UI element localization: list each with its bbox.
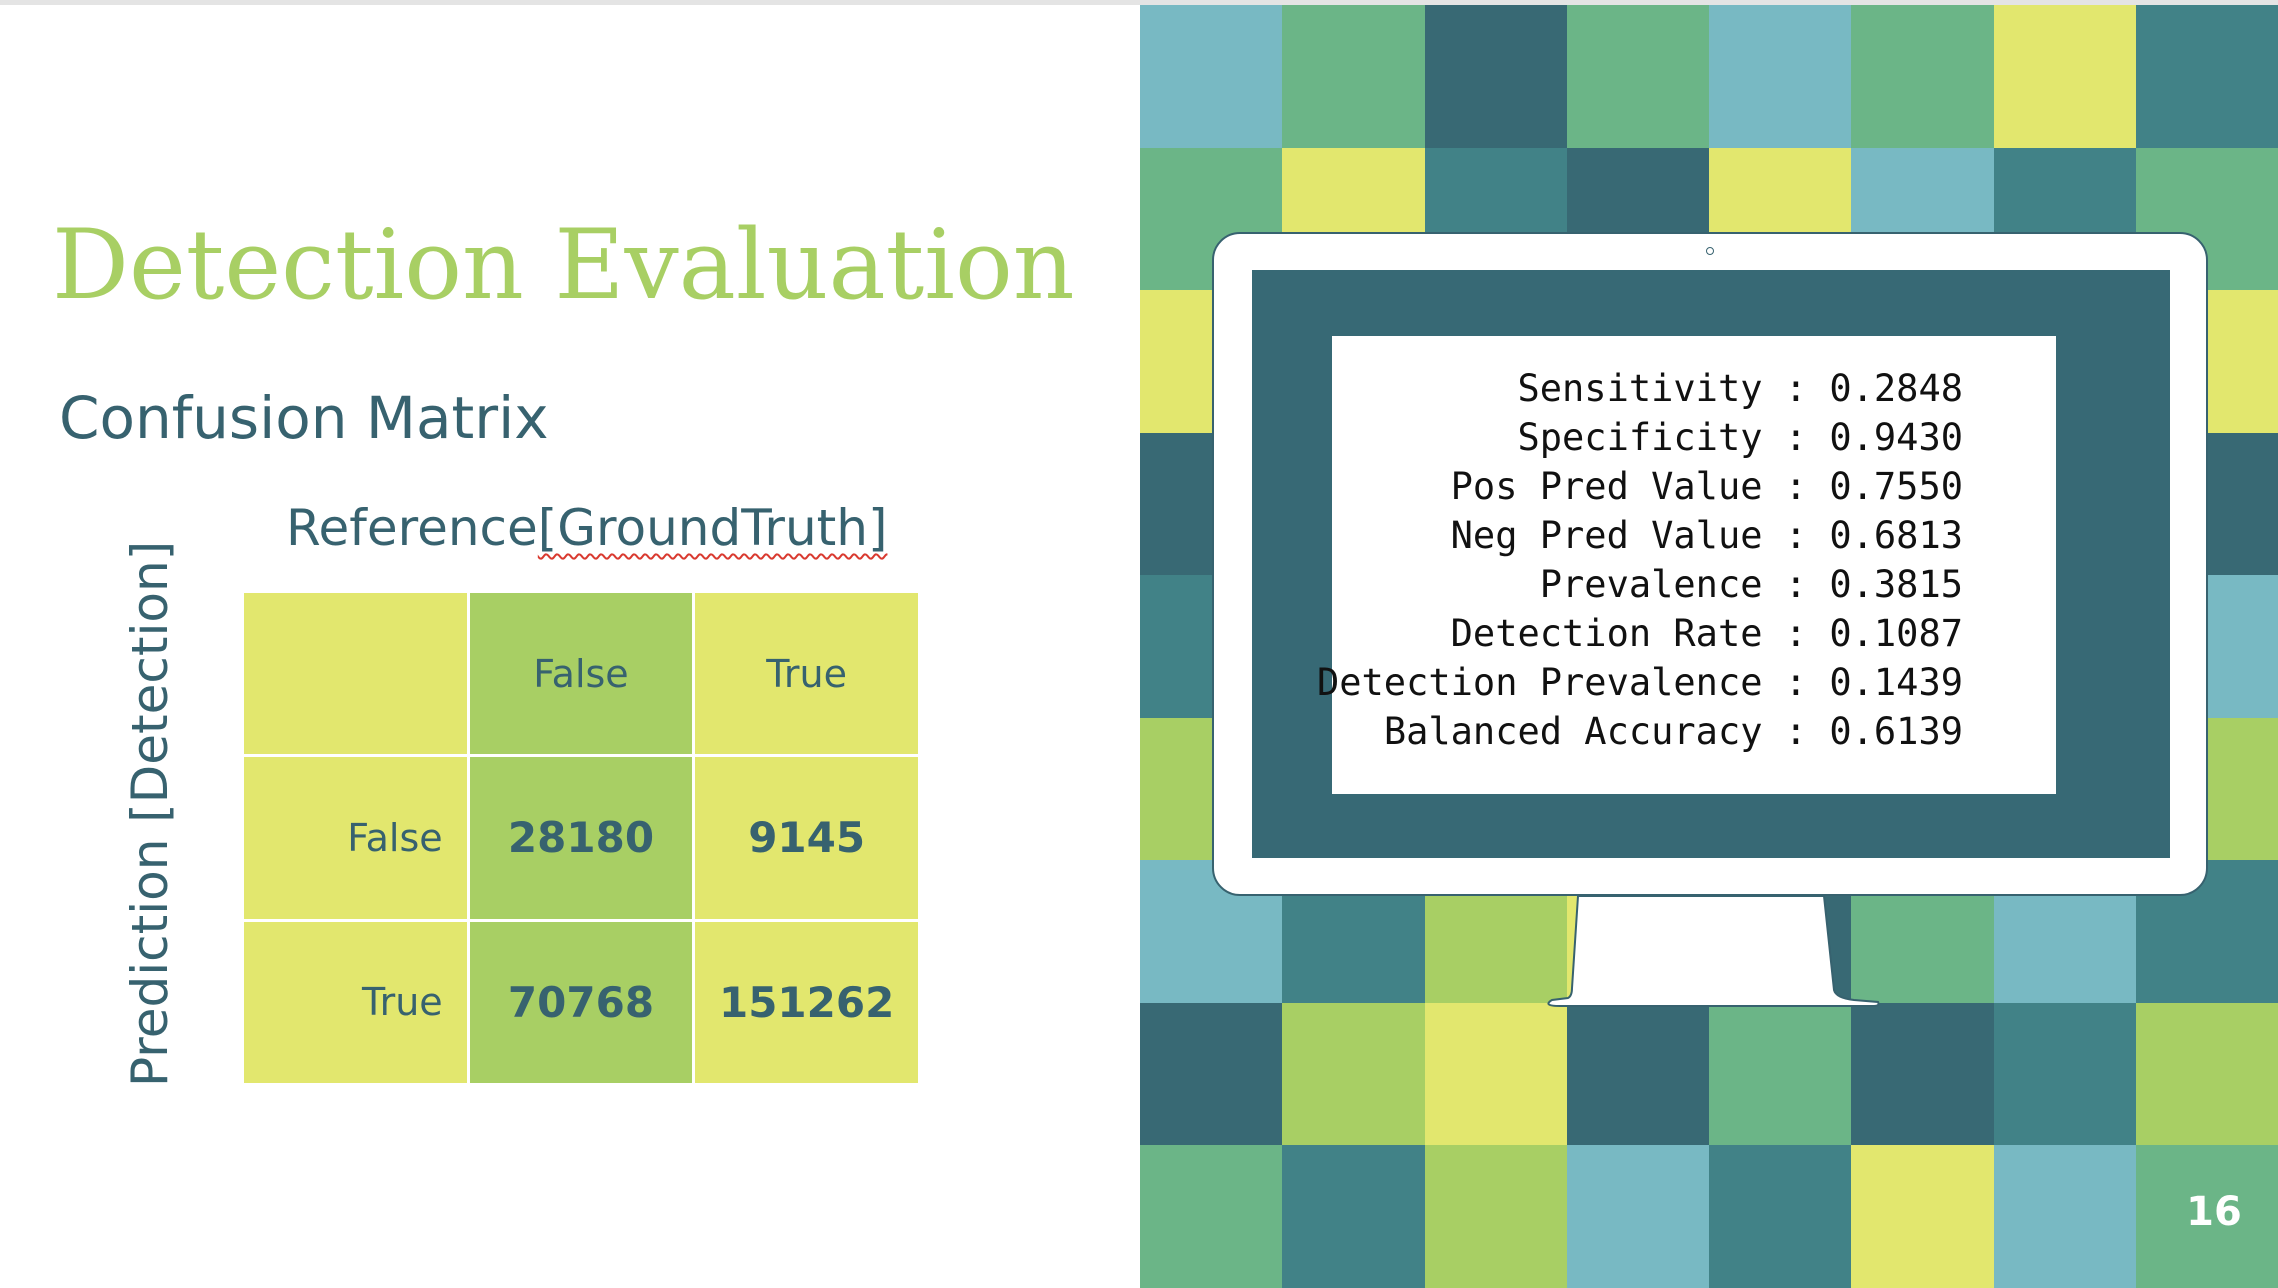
stat-separator: : <box>1762 661 1830 704</box>
stat-label: Neg Pred Value <box>1450 514 1763 557</box>
mosaic-tile <box>1993 1145 2136 1288</box>
stat-value: 0.2848 <box>1829 367 1963 410</box>
stat-line: Detection Prevalence : 0.1439 <box>1317 658 1963 707</box>
stat-label: Detection Rate <box>1450 612 1763 655</box>
mosaic-tile <box>1566 1002 1709 1146</box>
mosaic-tile <box>1282 1145 1425 1288</box>
mosaic-tile <box>1709 5 1852 148</box>
mosaic-tile <box>1282 5 1425 148</box>
mosaic-tile <box>1993 1002 2136 1146</box>
matrix-cell-false-true: 9145 <box>695 757 918 919</box>
mosaic-tile <box>1424 1145 1567 1288</box>
stat-value: 0.6139 <box>1829 710 1963 753</box>
stat-separator: : <box>1762 465 1830 508</box>
stat-separator: : <box>1762 612 1830 655</box>
stat-value: 0.1439 <box>1829 661 1963 704</box>
matrix-cell-true-false: 70768 <box>469 921 693 1083</box>
mosaic-tile <box>1566 5 1709 148</box>
matrix-col-header-true: True <box>695 593 918 755</box>
statistics-list: Sensitivity : 0.2848 Specificity : 0.9430… <box>1317 364 1963 756</box>
matrix-row-header-false: False <box>244 757 467 919</box>
monitor-stand <box>1547 895 1880 1007</box>
stat-label: Detection Prevalence <box>1316 661 1763 704</box>
stat-value: 0.1087 <box>1829 612 1963 655</box>
reference-label-prefix: Reference <box>286 499 538 557</box>
matrix-cell-false-false: 28180 <box>469 757 693 919</box>
matrix-cell-true-true: 151262 <box>695 921 918 1083</box>
slide-subtitle: Confusion Matrix <box>59 384 549 452</box>
stat-label: Prevalence <box>1539 563 1763 606</box>
mosaic-tile <box>1851 1145 1994 1288</box>
stat-line: Neg Pred Value : 0.6813 <box>1317 511 1963 560</box>
stat-line: Detection Rate : 0.1087 <box>1317 609 1963 658</box>
stat-value: 0.6813 <box>1829 514 1963 557</box>
stat-separator: : <box>1762 514 1830 557</box>
stat-line: Sensitivity : 0.2848 <box>1317 364 1963 413</box>
stat-label: Balanced Accuracy <box>1383 710 1763 753</box>
mosaic-tile <box>1424 5 1567 148</box>
window-top-border <box>0 0 2278 5</box>
stat-label: Pos Pred Value <box>1450 465 1763 508</box>
mosaic-tile <box>1851 1002 1994 1146</box>
mosaic-tile <box>1140 1145 1283 1288</box>
page-number: 16 <box>2186 1189 2242 1235</box>
mosaic-tile <box>1709 1145 1852 1288</box>
mosaic-tile <box>2135 1145 2278 1288</box>
mosaic-tile <box>1566 1145 1709 1288</box>
stat-separator: : <box>1762 367 1830 410</box>
monitor-camera-dot <box>1706 247 1714 255</box>
monitor-screen: Sensitivity : 0.2848 Specificity : 0.9430… <box>1317 336 2056 794</box>
mosaic-tile <box>2135 5 2278 148</box>
stat-value: 0.7550 <box>1829 465 1963 508</box>
stat-separator: : <box>1762 710 1830 753</box>
mosaic-tile <box>1140 5 1283 148</box>
matrix-col-header-false: False <box>469 593 693 755</box>
stat-line: Specificity : 0.9430 <box>1317 413 1963 462</box>
mosaic-tile <box>1424 1002 1567 1146</box>
mosaic-tile <box>2135 1002 2278 1146</box>
stat-line: Prevalence : 0.3815 <box>1317 560 1963 609</box>
stat-value: 0.9430 <box>1829 416 1963 459</box>
stat-label: Specificity <box>1517 416 1763 459</box>
confusion-matrix: False True False 28180 9145 True 70768 1… <box>244 593 918 1083</box>
matrix-row-header-true: True <box>244 921 467 1083</box>
matrix-corner-cell <box>244 593 467 755</box>
slide-title: Detection Evaluation <box>52 209 1075 321</box>
mosaic-tile <box>1140 1002 1283 1146</box>
prediction-axis-label: Prediction [Detection] <box>121 540 179 1087</box>
spellcheck-underlined-word: [GroundTruth] <box>537 499 888 557</box>
stat-value: 0.3815 <box>1829 563 1963 606</box>
stat-separator: : <box>1762 416 1830 459</box>
mosaic-tile <box>1282 1002 1425 1146</box>
stat-separator: : <box>1762 563 1830 606</box>
stat-line: Pos Pred Value : 0.7550 <box>1317 462 1963 511</box>
stat-label: Sensitivity <box>1517 367 1763 410</box>
mosaic-tile <box>1709 1002 1852 1146</box>
mosaic-tile <box>1993 5 2136 148</box>
stat-line: Balanced Accuracy : 0.6139 <box>1317 707 1963 756</box>
reference-axis-label: Reference[GroundTruth] <box>286 498 887 558</box>
mosaic-tile <box>1851 5 1994 148</box>
